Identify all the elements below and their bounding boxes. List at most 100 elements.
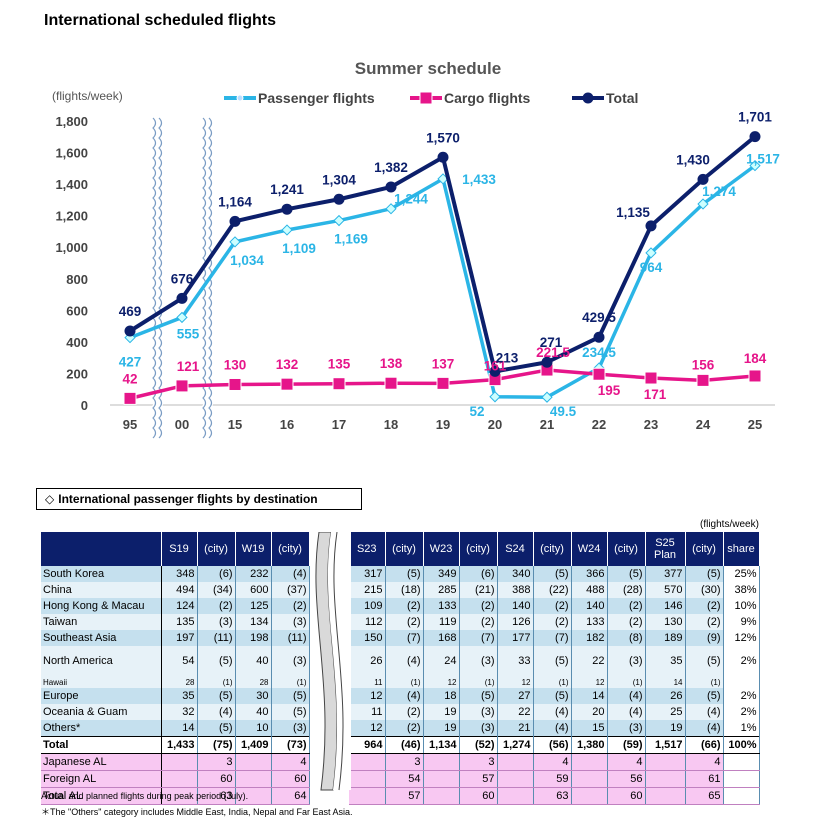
table-cell: 198 <box>235 630 272 646</box>
table-cell: (1) <box>271 676 310 688</box>
y-tick-label: 1,600 <box>55 146 88 161</box>
table-cell: (9) <box>685 630 724 646</box>
legend-label: Total <box>606 90 638 106</box>
table-cell: 232 <box>235 566 272 582</box>
table-cell: 14 <box>161 720 198 737</box>
table-row: Total AL 63 64 57 60 63 60 65 <box>41 787 760 805</box>
data-point <box>489 391 501 403</box>
table-cell: (28) <box>607 582 646 598</box>
table-cell: 1,517 <box>645 736 686 754</box>
data-label: 52 <box>469 404 484 419</box>
y-tick-label: 1,800 <box>55 114 88 129</box>
table-cell: 19 <box>423 704 460 720</box>
share-cell: 25% <box>723 566 760 582</box>
table-cell <box>235 787 272 805</box>
table-cell: 56 <box>607 770 646 788</box>
x-tick-label: 19 <box>436 417 450 432</box>
table-cell: 1,274 <box>497 736 534 754</box>
table-cell: 168 <box>423 630 460 646</box>
data-point <box>281 224 293 236</box>
data-label: 1,570 <box>426 130 460 145</box>
data-point <box>123 391 137 405</box>
table-cell: (59) <box>607 736 646 754</box>
table-cell: (56) <box>533 736 572 754</box>
table-cell: (2) <box>607 614 646 630</box>
table-cell: 3 <box>385 753 424 771</box>
table-cell: 4 <box>271 753 310 771</box>
data-point <box>697 198 709 210</box>
data-point <box>437 151 449 163</box>
table-cell: 125 <box>235 598 272 614</box>
column-header: W24 <box>571 532 608 566</box>
row-label: Total AL <box>41 787 162 805</box>
table-cell: (1) <box>459 676 498 688</box>
table-cell: 130 <box>645 614 686 630</box>
table-cell: (5) <box>197 720 236 737</box>
data-point <box>228 377 242 391</box>
table-cell: (1) <box>533 676 572 688</box>
column-header-text: Plan <box>653 549 677 561</box>
data-label: 1,382 <box>374 160 408 175</box>
table-cell: 60 <box>459 787 498 805</box>
table-cell: (3) <box>197 614 236 630</box>
data-label: 171 <box>644 387 667 402</box>
table-cell: 348 <box>161 566 198 582</box>
table-cell: (66) <box>685 736 724 754</box>
share-cell: 38% <box>723 582 760 598</box>
data-label: 42 <box>122 371 137 386</box>
data-label: 138 <box>380 356 403 371</box>
share-cell: 2% <box>723 646 760 676</box>
data-point <box>333 214 345 227</box>
table-row: Hong Kong & Macau 124 (2) 125 (2) 109 (2) 133 (2… <box>41 598 760 614</box>
table-cell: (2) <box>685 614 724 630</box>
column-header: (city) <box>459 532 498 566</box>
table-cell <box>571 753 608 771</box>
table-cell: (6) <box>459 566 498 582</box>
table-cell <box>161 770 198 788</box>
table-cell: (5) <box>685 566 724 582</box>
data-point <box>748 369 762 383</box>
legend-label: Cargo flights <box>444 90 531 106</box>
table-cell: (5) <box>197 646 236 676</box>
legend-marker <box>419 91 433 105</box>
data-label: 1,169 <box>334 232 368 247</box>
table-cell: 63 <box>533 787 572 805</box>
table-cell: 366 <box>571 566 608 582</box>
table-cell: 140 <box>497 598 534 614</box>
table-cell <box>423 787 460 805</box>
data-point <box>645 247 657 259</box>
y-tick-label: 1,400 <box>55 177 88 192</box>
data-point <box>593 331 605 343</box>
table-cell: (5) <box>607 566 646 582</box>
row-label: North America <box>41 646 162 676</box>
data-label: 1,241 <box>270 182 304 197</box>
data-point <box>541 391 553 403</box>
table-cell: (4) <box>197 704 236 720</box>
table-cell: (2) <box>607 598 646 614</box>
data-label: 213 <box>496 350 519 365</box>
table-cell: 177 <box>497 630 534 646</box>
data-point <box>696 373 710 387</box>
column-header: share <box>723 532 760 566</box>
data-label: 234.5 <box>582 345 616 360</box>
share-cell: 1% <box>723 720 760 737</box>
table-cell: (5) <box>685 646 724 676</box>
y-tick-label: 0 <box>81 398 88 413</box>
table-cell: 21 <box>497 720 534 737</box>
table-cell: 26 <box>349 646 386 676</box>
data-point <box>333 193 345 205</box>
data-point <box>749 159 761 172</box>
table-cell: 146 <box>645 598 686 614</box>
table-cell: 14 <box>645 676 686 688</box>
table-cell: (5) <box>533 566 572 582</box>
row-label: Europe <box>41 688 162 704</box>
data-point <box>175 379 189 393</box>
table-cell: 18 <box>423 688 460 704</box>
table-cell: 285 <box>423 582 460 598</box>
share-cell <box>723 787 760 805</box>
table-row: Europe 35 (5) 30 (5) 12 (4) 18 (5) 27 (5) 14 (4) 26 (5… <box>41 688 760 704</box>
table-cell: 135 <box>161 614 198 630</box>
data-point <box>124 325 136 337</box>
table-cell: 189 <box>645 630 686 646</box>
table-cell: (37) <box>271 582 310 598</box>
